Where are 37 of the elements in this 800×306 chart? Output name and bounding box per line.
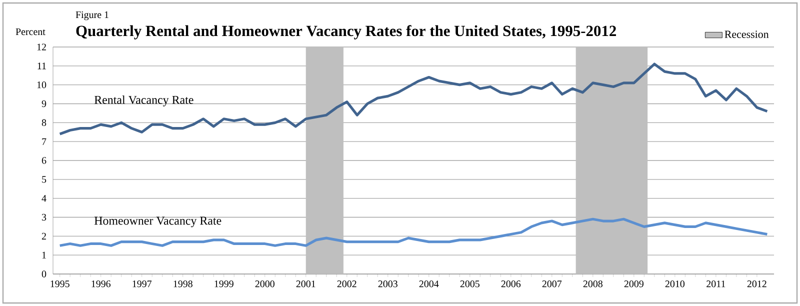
- series-label: Homeowner Vacancy Rate: [94, 216, 222, 228]
- y-axis-title: Percent: [16, 28, 46, 36]
- caption: Figure 1: [76, 11, 108, 20]
- y-tick-label: 2: [42, 232, 46, 240]
- y-tick-label: 12: [37, 44, 46, 50]
- y-tick-label: 4: [42, 195, 46, 202]
- y-tick-label: 6: [42, 157, 46, 164]
- x-tick-label: 2011: [706, 280, 726, 288]
- y-tick-label: 5: [42, 176, 46, 183]
- y-tick-label: 8: [42, 119, 46, 126]
- x-tick-label: 2012: [747, 280, 766, 288]
- x-tick-label: 1995: [50, 280, 70, 288]
- x-tick-label: 2006: [501, 280, 521, 288]
- x-tick-label: 1997: [132, 280, 152, 288]
- x-tick-label: 2009: [624, 280, 644, 288]
- x-tick-label: 2008: [583, 280, 602, 288]
- x-tick-label: 1996: [92, 280, 111, 288]
- series-label: Rental Vacancy Rate: [94, 95, 194, 106]
- x-tick-label: 2005: [460, 280, 480, 288]
- x-tick-label: 2007: [542, 280, 562, 288]
- x-tick-label: 2000: [255, 280, 274, 288]
- x-tick-label: 2004: [419, 280, 439, 288]
- x-tick-label: 2003: [378, 280, 398, 288]
- legend-label: Recession: [724, 30, 769, 38]
- chart-title: Quarterly Rental and Homeowner Vacancy Rates for the United States, 1995-2012: [76, 25, 616, 40]
- x-tick-label: 2002: [337, 280, 356, 288]
- x-tick-label: 1998: [174, 280, 192, 288]
- x-tick-label: 1999: [214, 280, 234, 288]
- y-tick-label: 3: [42, 214, 46, 221]
- y-tick-label: 1: [42, 252, 46, 258]
- x-tick-label: 2001: [296, 280, 316, 288]
- y-tick-label: 0: [42, 270, 46, 278]
- y-tick-label: 11: [38, 62, 46, 70]
- y-tick-label: 10: [37, 81, 46, 88]
- y-tick-label: 9: [42, 100, 46, 108]
- y-tick-label: 7: [42, 138, 46, 145]
- x-tick-label: 2010: [665, 280, 685, 288]
